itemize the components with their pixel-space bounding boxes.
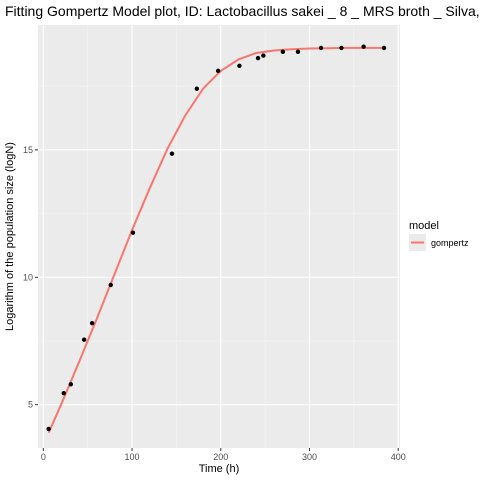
grid-lines (38, 25, 400, 448)
x-tick-label: 0 (41, 452, 46, 462)
data-point (46, 426, 51, 432)
data-point (295, 49, 301, 54)
chart-title: Fitting Gompertz Model plot, ID: Lactoba… (5, 3, 480, 19)
x-tick-label: 200 (213, 452, 228, 462)
data-point (237, 63, 242, 68)
data-point (339, 45, 344, 51)
data-point (61, 391, 66, 396)
x-tick-label: 100 (125, 452, 140, 462)
y-tick-label: 15 (23, 145, 33, 155)
data-point (108, 282, 113, 288)
data-point (381, 45, 387, 51)
x-tick-label: 300 (302, 452, 317, 462)
legend-title: model (409, 220, 439, 232)
data-point (361, 44, 366, 49)
data-point (318, 45, 324, 51)
data-point (169, 151, 175, 156)
plot-panel (38, 25, 400, 448)
data-point (261, 53, 266, 58)
data-point (280, 49, 286, 54)
data-point (130, 230, 136, 235)
legend: model gompertz (409, 220, 469, 251)
data-points (46, 44, 387, 432)
data-point (215, 68, 221, 74)
data-point (194, 86, 200, 91)
y-tick-label: 10 (23, 272, 33, 282)
data-point (68, 382, 74, 387)
y-tick-label: 5 (28, 400, 33, 410)
x-axis-title: Time (h) (199, 463, 240, 475)
axis-ticks: 0 100 200 300 400 5 10 15 (23, 145, 406, 462)
x-tick-label: 400 (391, 452, 406, 462)
data-point (89, 320, 95, 326)
legend-label-gompertz: gompertz (431, 238, 469, 248)
data-point (81, 337, 87, 342)
y-axis-title: Logarithm of the population size (logN) (4, 142, 16, 331)
gompertz-curve (47, 46, 385, 434)
data-point (255, 55, 261, 61)
